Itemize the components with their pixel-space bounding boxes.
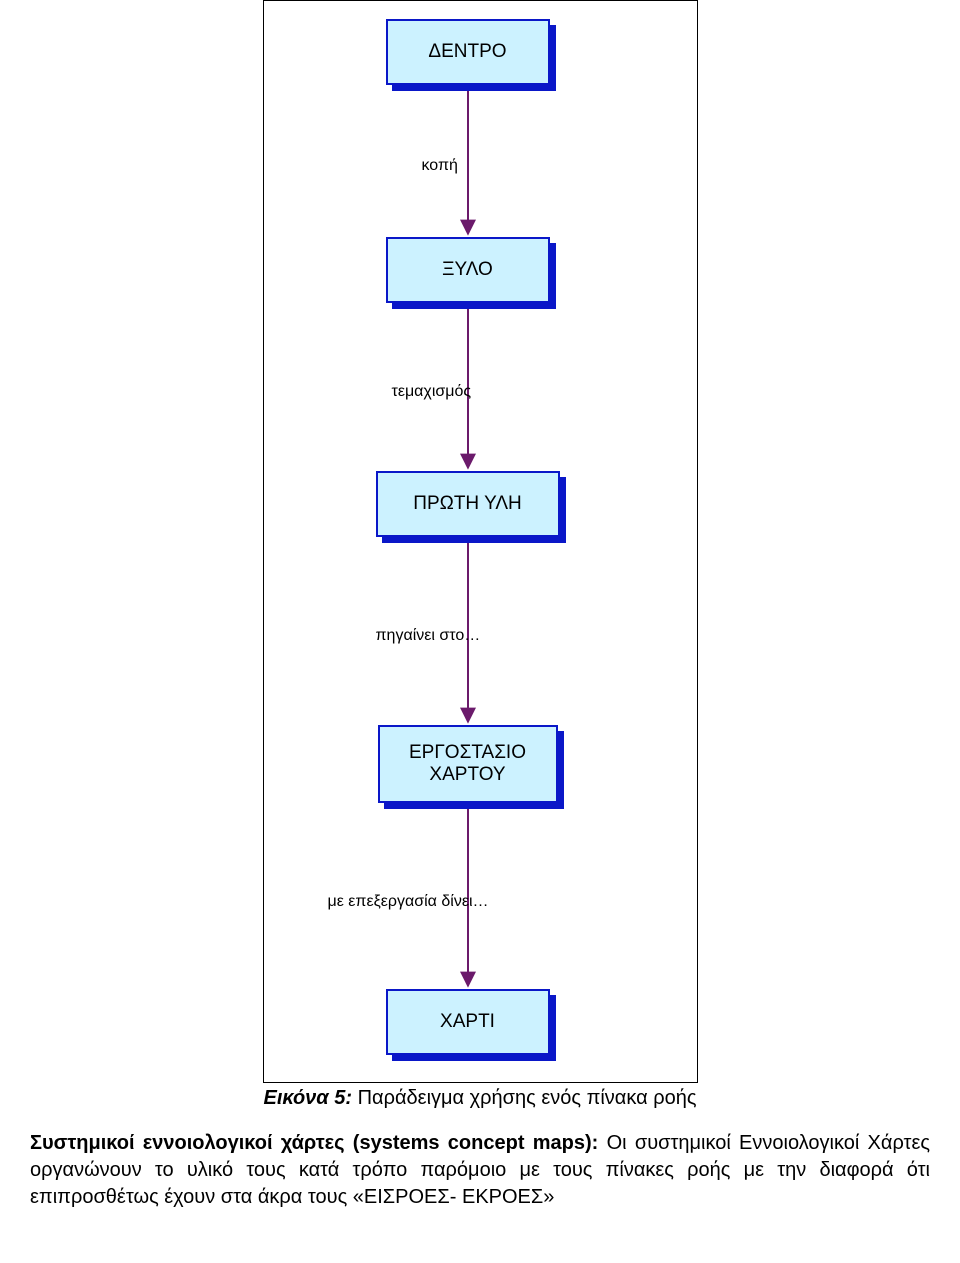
body-paragraph: Συστημικοί εννοιολογικοί χάρτες (systems…	[30, 1130, 930, 1211]
node-n2: ΞΥΛΟ	[386, 237, 550, 303]
edge-label-n3-n4: πηγαίνει στο…	[376, 627, 481, 645]
figure-label: Εικόνα 5:	[263, 1087, 352, 1109]
node-box: ΔΕΝΤΡΟ	[386, 19, 550, 85]
figure-caption-text: Παράδειγμα χρήσης ενός πίνακα ροής	[352, 1087, 696, 1109]
node-box: ΕΡΓΟΣΤΑΣΙΟ ΧΑΡΤΟΥ	[378, 725, 558, 803]
node-n3: ΠΡΩΤΗ ΥΛΗ	[376, 471, 560, 537]
node-n5: ΧΑΡΤΙ	[386, 989, 550, 1055]
node-box: ΞΥΛΟ	[386, 237, 550, 303]
node-box: ΠΡΩΤΗ ΥΛΗ	[376, 471, 560, 537]
node-box: ΧΑΡΤΙ	[386, 989, 550, 1055]
edge-label-n1-n2: κοπή	[422, 157, 458, 175]
edge-label-n2-n3: τεμαχισμός	[392, 383, 472, 401]
edge-label-n4-n5: με επεξεργασία δίνει…	[328, 893, 489, 911]
node-n1: ΔΕΝΤΡΟ	[386, 19, 550, 85]
flowchart-frame: κοπή τεμαχισμός πηγαίνει στο… με επεξεργασί…	[263, 0, 698, 1083]
node-n4: ΕΡΓΟΣΤΑΣΙΟ ΧΑΡΤΟΥ	[378, 725, 558, 803]
body-lead: Συστημικοί εννοιολογικοί χάρτες (systems…	[30, 1132, 607, 1154]
figure-caption: Εικόνα 5: Παράδειγμα χρήσης ενός πίνακα …	[0, 1087, 960, 1110]
